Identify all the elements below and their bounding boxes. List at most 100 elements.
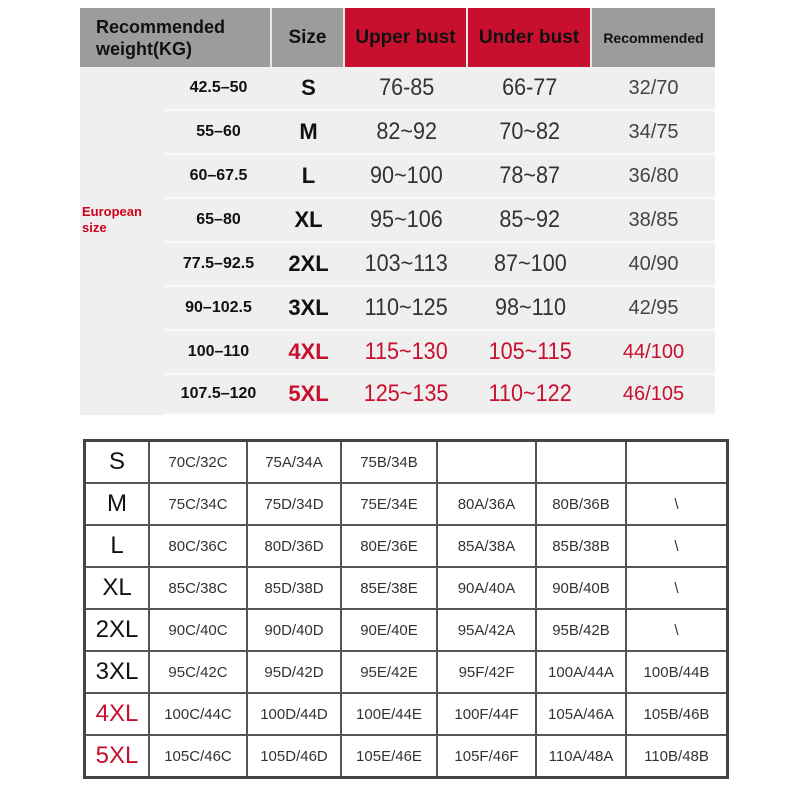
- bra-size-cell: 100B/44B: [625, 650, 729, 694]
- bra-size-cell: \: [625, 608, 729, 652]
- bra-size-cell: 70C/32C: [148, 439, 248, 484]
- row-XL-rec: 38/85: [592, 199, 715, 243]
- upper-value: 115~130: [364, 338, 449, 365]
- bra-size-cell: 105B/46B: [625, 692, 729, 736]
- bra-size-cell: 105A/46A: [535, 692, 627, 736]
- weight-value: 55–60: [196, 123, 241, 140]
- bra-size-cell: \: [625, 566, 729, 610]
- bra-size-cell: 90A/40A: [436, 566, 537, 610]
- row-5XL-size: 5XL: [272, 375, 345, 415]
- row-XL-under: 85~92: [468, 199, 592, 243]
- row-XL-weight: 65–80: [165, 199, 272, 243]
- size-cell: 2XL: [83, 608, 150, 652]
- row-M-weight: 55–60: [165, 111, 272, 155]
- rec-value: 42/95: [628, 296, 679, 319]
- upper-value: 125~135: [364, 380, 449, 407]
- under-value: 66-77: [502, 74, 558, 101]
- table-row: XL 85C/38C 85D/38D 85E/38E 90A/40A 90B/40B \: [83, 566, 729, 610]
- row-2XL-rec: 40/90: [592, 243, 715, 287]
- rec-value: 46/105: [622, 382, 685, 405]
- size-value: 2XL: [288, 251, 329, 276]
- bra-size-cell: [535, 439, 627, 484]
- bra-size-cell: 75C/34C: [148, 482, 248, 526]
- size-cell: 3XL: [83, 650, 150, 694]
- row-L-weight: 60–67.5: [165, 155, 272, 199]
- row-L-size: L: [272, 155, 345, 199]
- under-value: 70~82: [499, 118, 561, 145]
- bra-size-cell: 85B/38B: [535, 524, 627, 568]
- rec-value: 38/85: [628, 208, 679, 231]
- header-upper-bust: Upper bust: [345, 8, 468, 67]
- bra-size-cell: 90D/40D: [246, 608, 342, 652]
- size-cell: 4XL: [83, 692, 150, 736]
- weight-value: 42.5–50: [189, 79, 248, 96]
- bra-size-cell: 90B/40B: [535, 566, 627, 610]
- bra-size-cell: 85A/38A: [436, 524, 537, 568]
- row-2XL-upper: 103~113: [345, 243, 468, 287]
- row-3XL-upper: 110~125: [345, 287, 468, 331]
- bra-size-cell: 75B/34B: [340, 439, 438, 484]
- table-row: 5XL 105C/46C 105D/46D 105E/46E 105F/46F 110A/…: [83, 734, 729, 779]
- row-2XL-under: 87~100: [468, 243, 592, 287]
- rec-value: 34/75: [628, 120, 679, 143]
- size-value: 3XL: [288, 295, 329, 320]
- size-cell: 5XL: [83, 734, 150, 779]
- weight-value: 90–102.5: [185, 299, 252, 316]
- bra-size-cell: [625, 439, 729, 484]
- row-3XL-under: 98~110: [468, 287, 592, 331]
- bra-size-cell: 110B/48B: [625, 734, 729, 779]
- row-3XL-size: 3XL: [272, 287, 345, 331]
- row-3XL-weight: 90–102.5: [165, 287, 272, 331]
- under-value: 78~87: [499, 162, 561, 189]
- size-value: 5XL: [288, 381, 329, 406]
- upper-value: 90~100: [370, 162, 443, 189]
- row-4XL-under: 105~115: [468, 331, 592, 375]
- row-5XL-rec: 46/105: [592, 375, 715, 415]
- row-M-under: 70~82: [468, 111, 592, 155]
- row-XL-upper: 95~106: [345, 199, 468, 243]
- row-3XL-rec: 42/95: [592, 287, 715, 331]
- size-cell: S: [83, 439, 150, 484]
- bra-size-cell: 95E/42E: [340, 650, 438, 694]
- header-weight: Recommended weight(KG): [80, 8, 272, 67]
- bra-size-cell: 80A/36A: [436, 482, 537, 526]
- row-4XL-size: 4XL: [272, 331, 345, 375]
- bra-size-cell: 85E/38E: [340, 566, 438, 610]
- under-value: 85~92: [499, 206, 561, 233]
- row-S-rec: 32/70: [592, 67, 715, 111]
- table-row: 3XL 95C/42C 95D/42D 95E/42E 95F/42F 100A/44A 1…: [83, 650, 729, 694]
- row-S-under: 66-77: [468, 67, 592, 111]
- upper-value: 110~125: [364, 294, 449, 321]
- bra-size-cell: 95D/42D: [246, 650, 342, 694]
- bra-size-cell: 95A/42A: [436, 608, 537, 652]
- upper-value: 103~113: [364, 250, 449, 277]
- size-cell: XL: [83, 566, 150, 610]
- table-row: 2XL 90C/40C 90D/40D 90E/40E 95A/42A 95B/42B \: [83, 608, 729, 652]
- table-row: S 70C/32C 75A/34A 75B/34B: [83, 439, 729, 484]
- row-5XL-upper: 125~135: [345, 375, 468, 415]
- bra-size-cell: 75D/34D: [246, 482, 342, 526]
- table-row: M 75C/34C 75D/34D 75E/34E 80A/36A 80B/36B \: [83, 482, 729, 526]
- row-S-upper: 76-85: [345, 67, 468, 111]
- bra-size-cell: 100A/44A: [535, 650, 627, 694]
- weight-value: 100–110: [187, 343, 250, 360]
- bra-size-cell: 90C/40C: [148, 608, 248, 652]
- weight-value: 77.5–92.5: [182, 255, 255, 272]
- size-chart-table: Recommended weight(KG) Size Upper bust U…: [80, 8, 715, 415]
- row-L-rec: 36/80: [592, 155, 715, 199]
- bra-size-cell: 85D/38D: [246, 566, 342, 610]
- rec-value: 36/80: [628, 164, 679, 187]
- row-2XL-size: 2XL: [272, 243, 345, 287]
- row-M-rec: 34/75: [592, 111, 715, 155]
- bra-size-table: S 70C/32C 75A/34A 75B/34B M 75C/34C 75D/34D 75E…: [83, 439, 729, 779]
- row-L-under: 78~87: [468, 155, 592, 199]
- bra-size-cell: 105E/46E: [340, 734, 438, 779]
- bra-size-cell: 100E/44E: [340, 692, 438, 736]
- row-S-size: S: [272, 67, 345, 111]
- size-value: M: [299, 119, 318, 144]
- bra-size-cell: 95F/42F: [436, 650, 537, 694]
- row-2XL-weight: 77.5–92.5: [165, 243, 272, 287]
- bra-size-cell: 105D/46D: [246, 734, 342, 779]
- size-value: L: [301, 163, 316, 188]
- row-4XL-rec: 44/100: [592, 331, 715, 375]
